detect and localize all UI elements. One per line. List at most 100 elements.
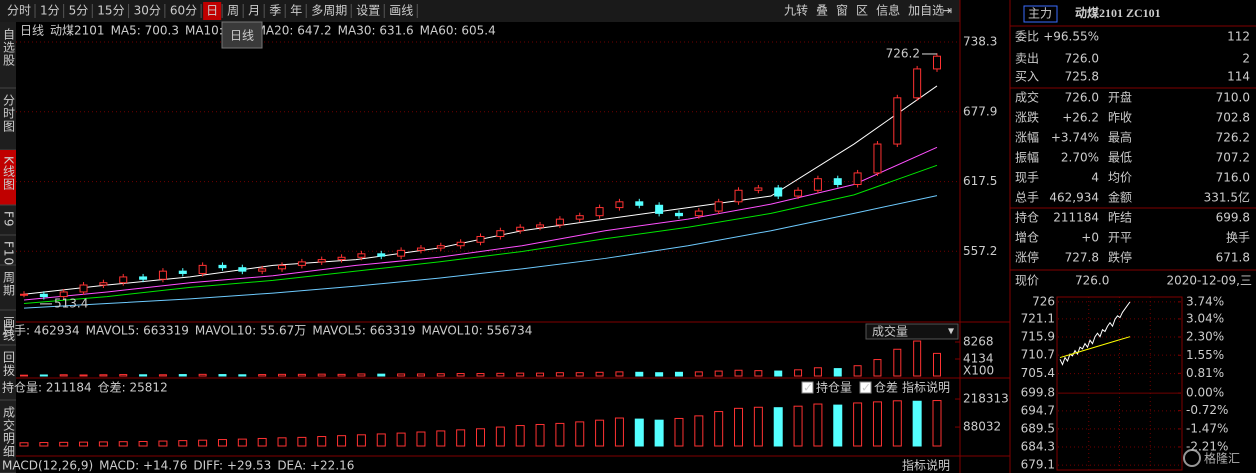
quote-cell: 最低: [1108, 151, 1132, 165]
candle: [555, 218, 564, 226]
volume-bar: [794, 369, 803, 377]
tool-button[interactable]: 区: [856, 4, 868, 18]
selector[interactable]: 成交量: [872, 324, 908, 339]
oi-bar: [297, 436, 307, 447]
sidebar-tab[interactable]: F10: [2, 241, 16, 266]
quote-cell: 725.8: [1065, 70, 1099, 84]
tool-button[interactable]: 窗: [836, 4, 848, 18]
sidebar-tab[interactable]: 分时图: [2, 94, 16, 133]
price: 726.0: [1075, 274, 1109, 288]
y-tick-label: 218313: [963, 392, 1009, 406]
quote-cell: 112: [1227, 30, 1250, 44]
sidebar-tab[interactable]: K线图: [2, 156, 16, 191]
collapse-icon: ⇥: [942, 4, 952, 18]
selector-box[interactable]: [865, 323, 959, 340]
y-tick-label: 699.8: [1021, 386, 1055, 400]
candle: [655, 204, 664, 214]
volume-bar: [655, 372, 664, 377]
oi-bar: [654, 419, 664, 447]
tool-button[interactable]: 九转: [784, 3, 808, 18]
candle: [79, 284, 88, 293]
legend-item: MA5: 700.3: [111, 24, 179, 38]
checkbox-label[interactable]: 持仓量: [816, 380, 852, 395]
candle: [575, 215, 584, 220]
badge-box: [1023, 5, 1058, 23]
oi-bar: [356, 434, 366, 447]
help-link[interactable]: 指标说明: [902, 458, 950, 473]
sidebar-tab[interactable]: 画线: [2, 316, 16, 342]
sidebar-tab[interactable]: 周期: [2, 271, 16, 297]
candle: [694, 210, 703, 217]
oi-bar: [237, 438, 247, 447]
period-tab[interactable]: 5分: [69, 4, 89, 18]
oi-bar: [456, 429, 466, 447]
candle: [774, 187, 783, 197]
period-tab[interactable]: 30分: [134, 4, 161, 18]
quote-cell: 涨幅: [1015, 130, 1039, 145]
tooltip: 日线: [230, 29, 254, 43]
quote-cell: 2: [1242, 52, 1250, 66]
help-link[interactable]: 指标说明: [902, 380, 950, 395]
quote-cell: +26.2: [1062, 111, 1099, 125]
oi-bar: [734, 407, 744, 447]
candle: [218, 264, 227, 269]
period-tab[interactable]: 月: [248, 4, 260, 18]
candle: [933, 55, 941, 70]
checkbox[interactable]: [859, 381, 872, 394]
volume-bar: [595, 371, 604, 377]
tool-button[interactable]: 加自选: [908, 4, 944, 18]
quote-cell: 727.8: [1065, 251, 1099, 265]
candle: [754, 187, 763, 191]
legend-item: MAVOL5: 663319: [312, 324, 415, 338]
period-tab[interactable]: 画线: [389, 4, 413, 18]
sidebar-tab[interactable]: 成交明细: [2, 406, 16, 458]
checkbox-label[interactable]: 仓差: [874, 381, 898, 395]
volume-bar: [79, 374, 88, 377]
period-tab[interactable]: 年: [290, 4, 302, 18]
selector-arrow: ▾: [948, 324, 954, 338]
check-mark: ✓: [803, 381, 813, 395]
quote-cell: 726.0: [1065, 91, 1099, 105]
quote-cell: 昨结: [1108, 211, 1132, 225]
toolbar: [0, 0, 960, 22]
volume-bar: [476, 373, 485, 377]
period-tab[interactable]: 多周期: [311, 4, 347, 18]
y-tick-label: 694.7: [1021, 403, 1055, 417]
volume-bar: [774, 370, 783, 377]
period-tab[interactable]: 日: [206, 4, 218, 18]
pct-tick-label: 0.81%: [1186, 366, 1224, 380]
volume-bar: [615, 371, 624, 377]
y-tick-label: 88032: [963, 420, 1001, 434]
tooltip-box: [221, 21, 263, 49]
legend-item: MA30: 631.6: [338, 24, 414, 38]
period-tab[interactable]: 1分: [40, 4, 60, 18]
period-tab[interactable]: 季: [269, 4, 281, 18]
legend-item: MA20: 647.2: [256, 24, 332, 38]
volume-bar: [297, 373, 306, 377]
oi-bar: [932, 400, 942, 447]
volume-bar: [59, 374, 68, 377]
y-tick-label: 8268: [963, 334, 994, 348]
period-tab[interactable]: 分时: [7, 4, 31, 18]
candle: [734, 189, 743, 203]
tool-button[interactable]: 叠: [816, 4, 828, 18]
oi-bar: [773, 407, 783, 447]
tool-button[interactable]: 信息: [876, 3, 900, 18]
period-tab[interactable]: 周: [227, 4, 239, 18]
sidebar-tab[interactable]: 回拨: [2, 351, 16, 377]
volume-bar: [853, 365, 862, 377]
period-tab[interactable]: 15分: [97, 4, 124, 18]
quote-cell: 716.0: [1216, 171, 1250, 185]
pct-tick-label: 0.00%: [1186, 386, 1224, 400]
volume-bar: [39, 374, 48, 377]
y-tick-label: 557.2: [963, 244, 997, 258]
checkbox[interactable]: [801, 381, 814, 394]
sidebar-tab[interactable]: F9: [2, 211, 16, 228]
sidebar-tab[interactable]: 自选股: [2, 28, 16, 67]
y-tick-label: 715.9: [1021, 330, 1055, 344]
period-tab[interactable]: 设置: [356, 4, 380, 18]
period-tab[interactable]: 60分: [170, 4, 197, 18]
oi-bar: [912, 400, 922, 447]
oi-bar: [98, 441, 108, 447]
